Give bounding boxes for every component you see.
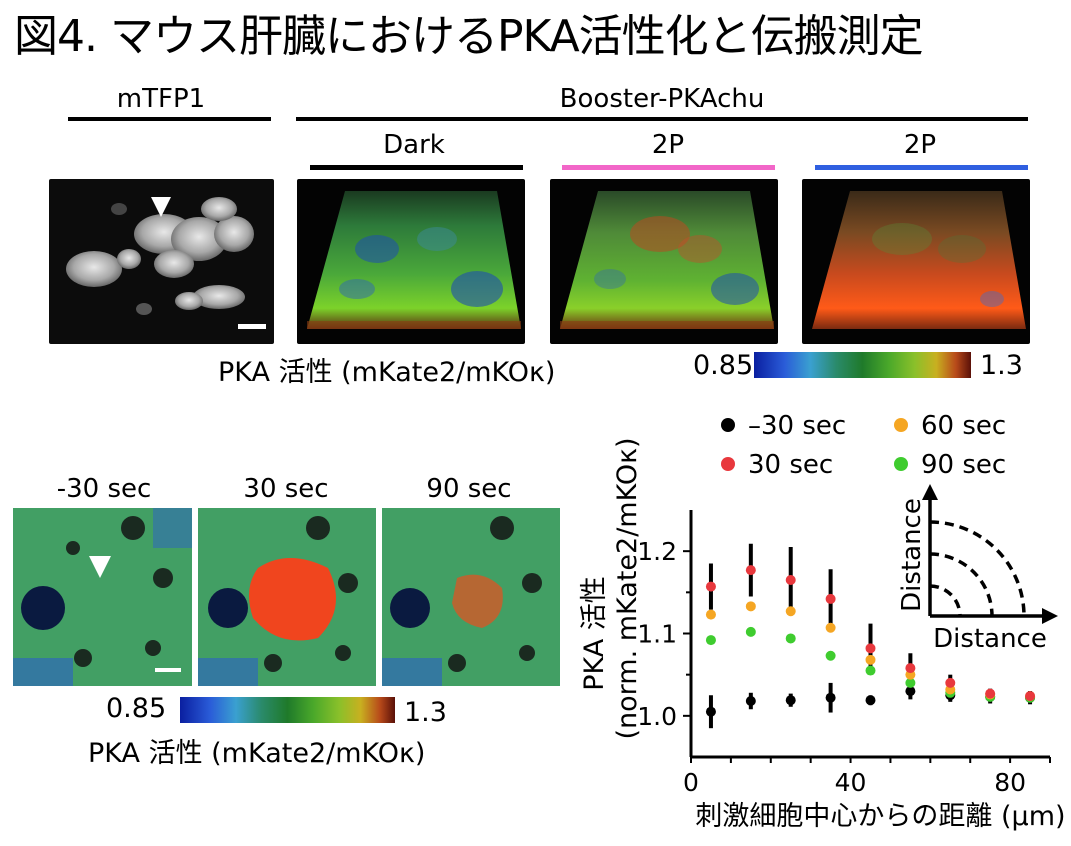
data-point-1 — [745, 565, 756, 576]
y-tick-label: 1.2 — [637, 537, 677, 566]
legend-label: –30 sec — [748, 411, 846, 441]
mtfp1-rule — [68, 117, 271, 121]
bottom-colorbar-max: 1.3 — [404, 697, 447, 728]
legend-label: 30 sec — [748, 450, 833, 480]
data-point-1 — [985, 688, 996, 699]
data-point-0 — [705, 706, 716, 717]
x-tick-label: 40 — [835, 768, 867, 797]
booster-pkachu-label: Booster-PKAchu — [559, 84, 765, 114]
top-colorbar — [754, 352, 971, 378]
data-point-1 — [825, 593, 836, 604]
y-tick-label: 1.1 — [637, 620, 677, 649]
condition-dark-bar — [310, 165, 523, 170]
image-minus30 — [13, 508, 192, 686]
legend-label: 60 sec — [921, 411, 1006, 441]
data-point-3 — [865, 665, 876, 676]
legend-marker — [894, 457, 908, 471]
y-tick-label: 1.0 — [637, 702, 677, 731]
data-point-2 — [705, 609, 716, 620]
condition-1p-bar — [815, 165, 1028, 170]
data-point-3 — [825, 650, 836, 661]
top-colorbar-label: PKA 活性 (mKate2/mKOκ) — [218, 357, 556, 388]
arrowhead-icon — [151, 197, 171, 217]
legend-label: 90 sec — [921, 450, 1006, 480]
data-point-0 — [785, 695, 796, 706]
arrowhead-icon — [89, 556, 111, 578]
legend-marker — [721, 418, 735, 432]
data-point-1 — [705, 581, 716, 592]
condition-1p-label: 2P — [903, 130, 937, 160]
scale-bar — [155, 668, 181, 672]
data-point-2 — [785, 606, 796, 617]
booster-pkachu-rule — [296, 117, 1028, 121]
data-point-1 — [785, 574, 796, 585]
condition-2p-label: 2P — [651, 130, 685, 160]
data-point-0 — [865, 695, 876, 706]
inset-arc — [929, 584, 962, 617]
data-point-2 — [865, 654, 876, 665]
x-tick-label: 0 — [683, 768, 699, 797]
data-point-0 — [905, 686, 916, 697]
time-label-minus30: -30 sec — [56, 474, 152, 504]
data-point-0 — [745, 696, 756, 707]
inset-arc — [929, 552, 994, 617]
x-axis-label: 刺激細胞中心からの距離 (μm) — [695, 801, 1065, 832]
data-point-3 — [705, 635, 716, 646]
mtfp1-image — [49, 179, 274, 344]
bottom-colorbar — [180, 697, 395, 723]
figure-title: 図4. マウス肝臓におけるPKA活性化と伝搬測定 — [14, 11, 924, 62]
condition-dark-label: Dark — [383, 130, 445, 160]
legend-marker — [894, 418, 908, 432]
image-30 — [198, 508, 376, 686]
pka-activity-chart: 0 40 80 1.0 1.1 1.2 刺激細胞中心からの距離 (μm) PKA 活性 (nor… — [579, 411, 1065, 832]
data-point-1 — [905, 663, 916, 674]
arrow-right-icon — [1042, 608, 1058, 624]
x-tick-label: 80 — [994, 768, 1026, 797]
time-label-90: 90 sec — [426, 474, 512, 504]
dark-condition-image — [297, 179, 525, 344]
data-point-3 — [745, 626, 756, 637]
inset-arc — [929, 520, 1026, 617]
legend-marker — [721, 457, 735, 471]
scale-bar — [238, 324, 266, 329]
top-colorbar-min: 0.85 — [693, 350, 754, 381]
data-point-1 — [1025, 691, 1036, 702]
inset-x-label: Distance — [933, 624, 1047, 654]
2p-condition-image — [550, 179, 778, 344]
data-point-3 — [905, 677, 916, 688]
data-point-2 — [825, 622, 836, 633]
bottom-colorbar-label: PKA 活性 (mKate2/mKOκ) — [88, 738, 426, 769]
data-point-3 — [785, 633, 796, 644]
data-point-1 — [865, 643, 876, 654]
top-colorbar-max: 1.3 — [980, 350, 1023, 381]
mtfp1-label: mTFP1 — [116, 84, 206, 114]
data-point-0 — [825, 692, 836, 703]
1p-condition-image — [802, 179, 1030, 344]
data-point-2 — [745, 601, 756, 612]
inset-y-label: Distance — [897, 498, 927, 612]
data-point-1 — [945, 677, 956, 688]
y-axis-label: (norm. mKate2/mKOκ) — [612, 437, 643, 739]
image-90 — [382, 508, 560, 686]
arrow-up-icon — [922, 484, 938, 500]
bottom-colorbar-min: 0.85 — [106, 693, 167, 724]
time-label-30: 30 sec — [243, 474, 329, 504]
y-axis-label: PKA 活性 — [579, 576, 610, 691]
condition-2p-bar — [562, 165, 775, 170]
